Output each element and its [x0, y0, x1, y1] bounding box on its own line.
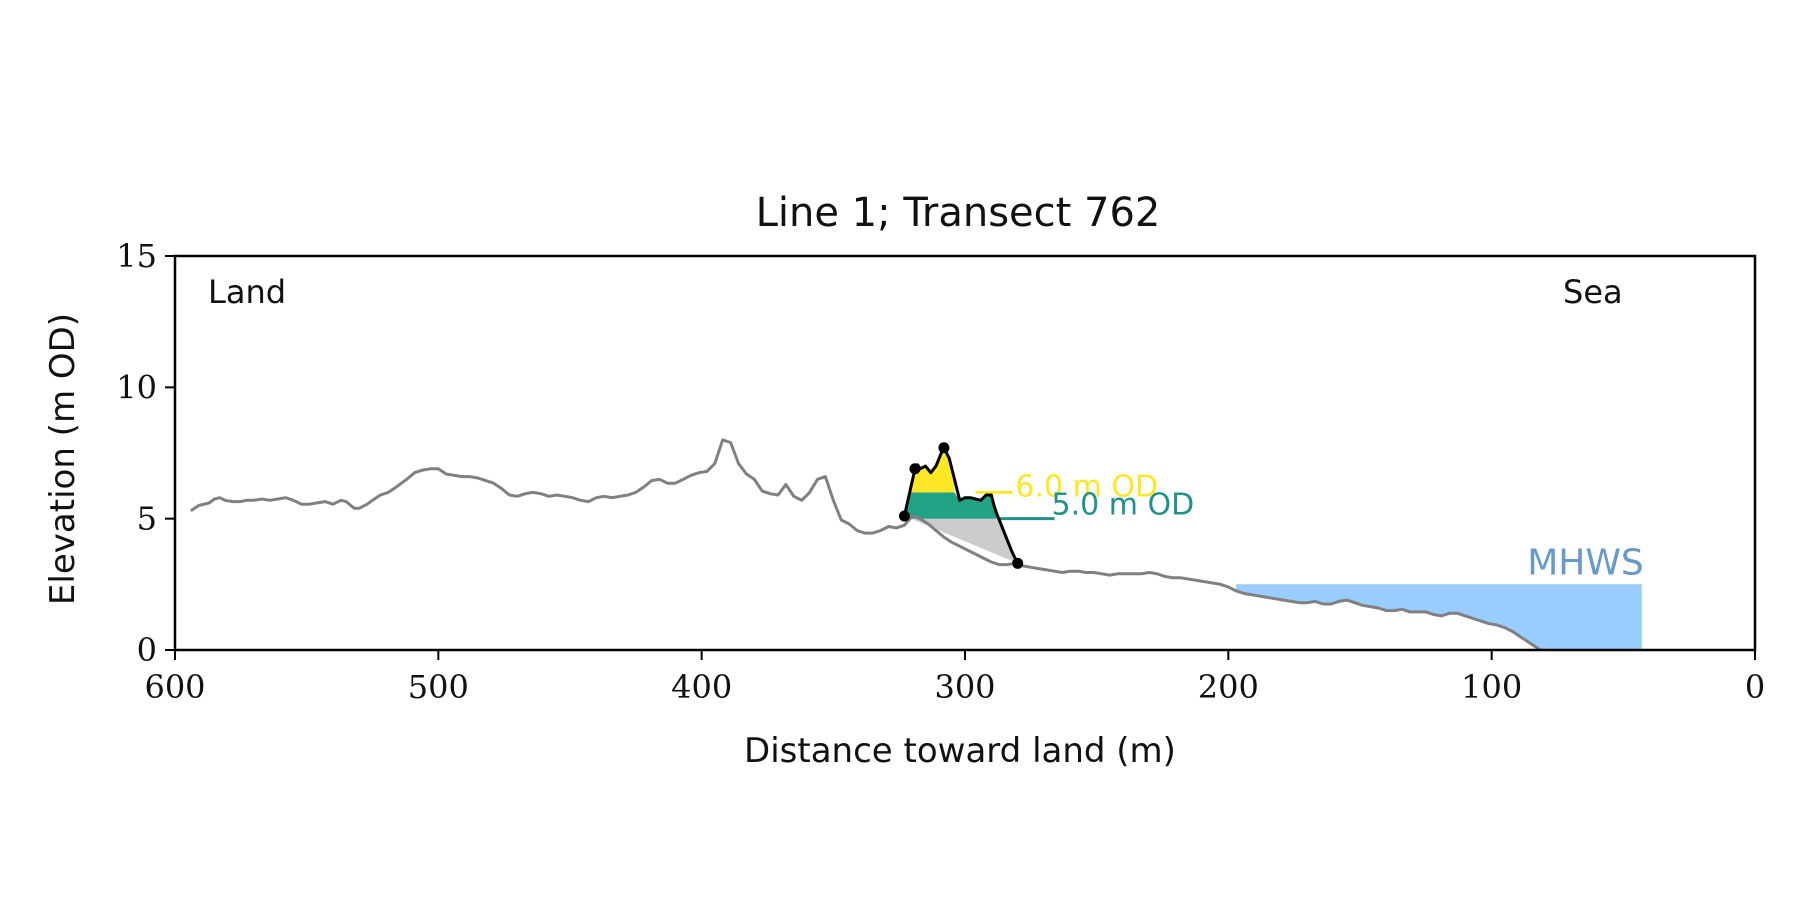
- y-tick-label: 15: [116, 237, 157, 275]
- x-axis-label: Distance toward land (m): [744, 731, 1176, 771]
- y-tick-label: 10: [116, 368, 157, 406]
- plot-layer: 6.0 m OD5.0 m OD MHWS: [189, 438, 1644, 650]
- x-tick-label: 300: [934, 668, 995, 706]
- dune-point: [898, 510, 910, 522]
- mhws-label: MHWS: [1527, 542, 1644, 583]
- dune-point: [938, 442, 950, 454]
- y-axis-label: Elevation (m OD): [43, 313, 83, 605]
- lower-level-label: 5.0 m OD: [1052, 488, 1195, 523]
- sea-label: Sea: [1563, 273, 1623, 311]
- x-tick-label: 400: [671, 668, 732, 706]
- dune-base-area: [904, 516, 1018, 564]
- upper-level-label: 6.0 m OD: [1015, 469, 1158, 504]
- x-tick-label: 500: [408, 668, 469, 706]
- x-tick-label: 600: [144, 668, 205, 706]
- dune-point: [1012, 557, 1024, 569]
- dune-upper-band: [909, 447, 955, 493]
- chart-title: Line 1; Transect 762: [756, 190, 1161, 236]
- y-tick-label: 5: [137, 500, 157, 538]
- dune-point: [909, 463, 921, 475]
- x-tick-label: 200: [1198, 668, 1259, 706]
- x-tick-label: 100: [1461, 668, 1522, 706]
- axes-layer: 600 500 400 300 200 100 0 0 5 10 15: [116, 237, 1765, 706]
- plot-area: [189, 438, 1642, 650]
- mhws-area: [1236, 584, 1642, 650]
- land-label: Land: [208, 273, 286, 311]
- profile-line: [189, 438, 1544, 650]
- y-tick-label: 0: [137, 631, 157, 669]
- x-tick-label: 0: [1745, 668, 1765, 706]
